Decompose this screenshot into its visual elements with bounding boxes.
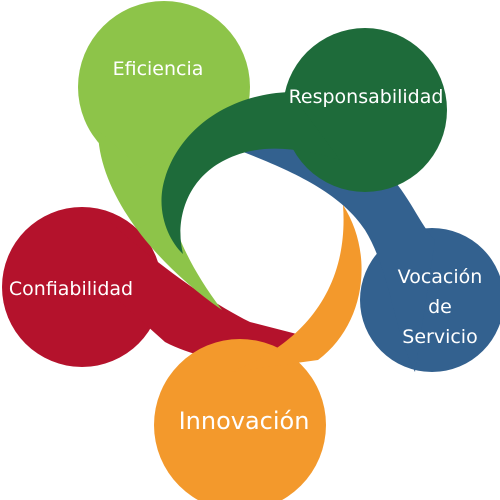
petal-confiabilidad: [2, 207, 320, 367]
petal-label-vocacion: Vocación de Servicio: [386, 262, 494, 352]
petal-responsabilidad: [161, 28, 447, 254]
petal-label-responsabilidad: Responsabilidad: [288, 86, 444, 108]
petal-vocacion: [238, 131, 500, 372]
petal-label-vocacion-line-3: Servicio: [402, 326, 478, 348]
petal-label-confiabilidad: Confiabilidad: [8, 278, 134, 300]
petal-label-vocacion-line-2: de: [428, 296, 452, 318]
petal-label-eficiencia: Eficiencia: [112, 58, 204, 80]
petal-innovacion: [154, 205, 362, 500]
petal-label-innovacion: Innovación: [178, 407, 310, 435]
petal-label-vocacion-line-1: Vocación: [397, 266, 483, 288]
